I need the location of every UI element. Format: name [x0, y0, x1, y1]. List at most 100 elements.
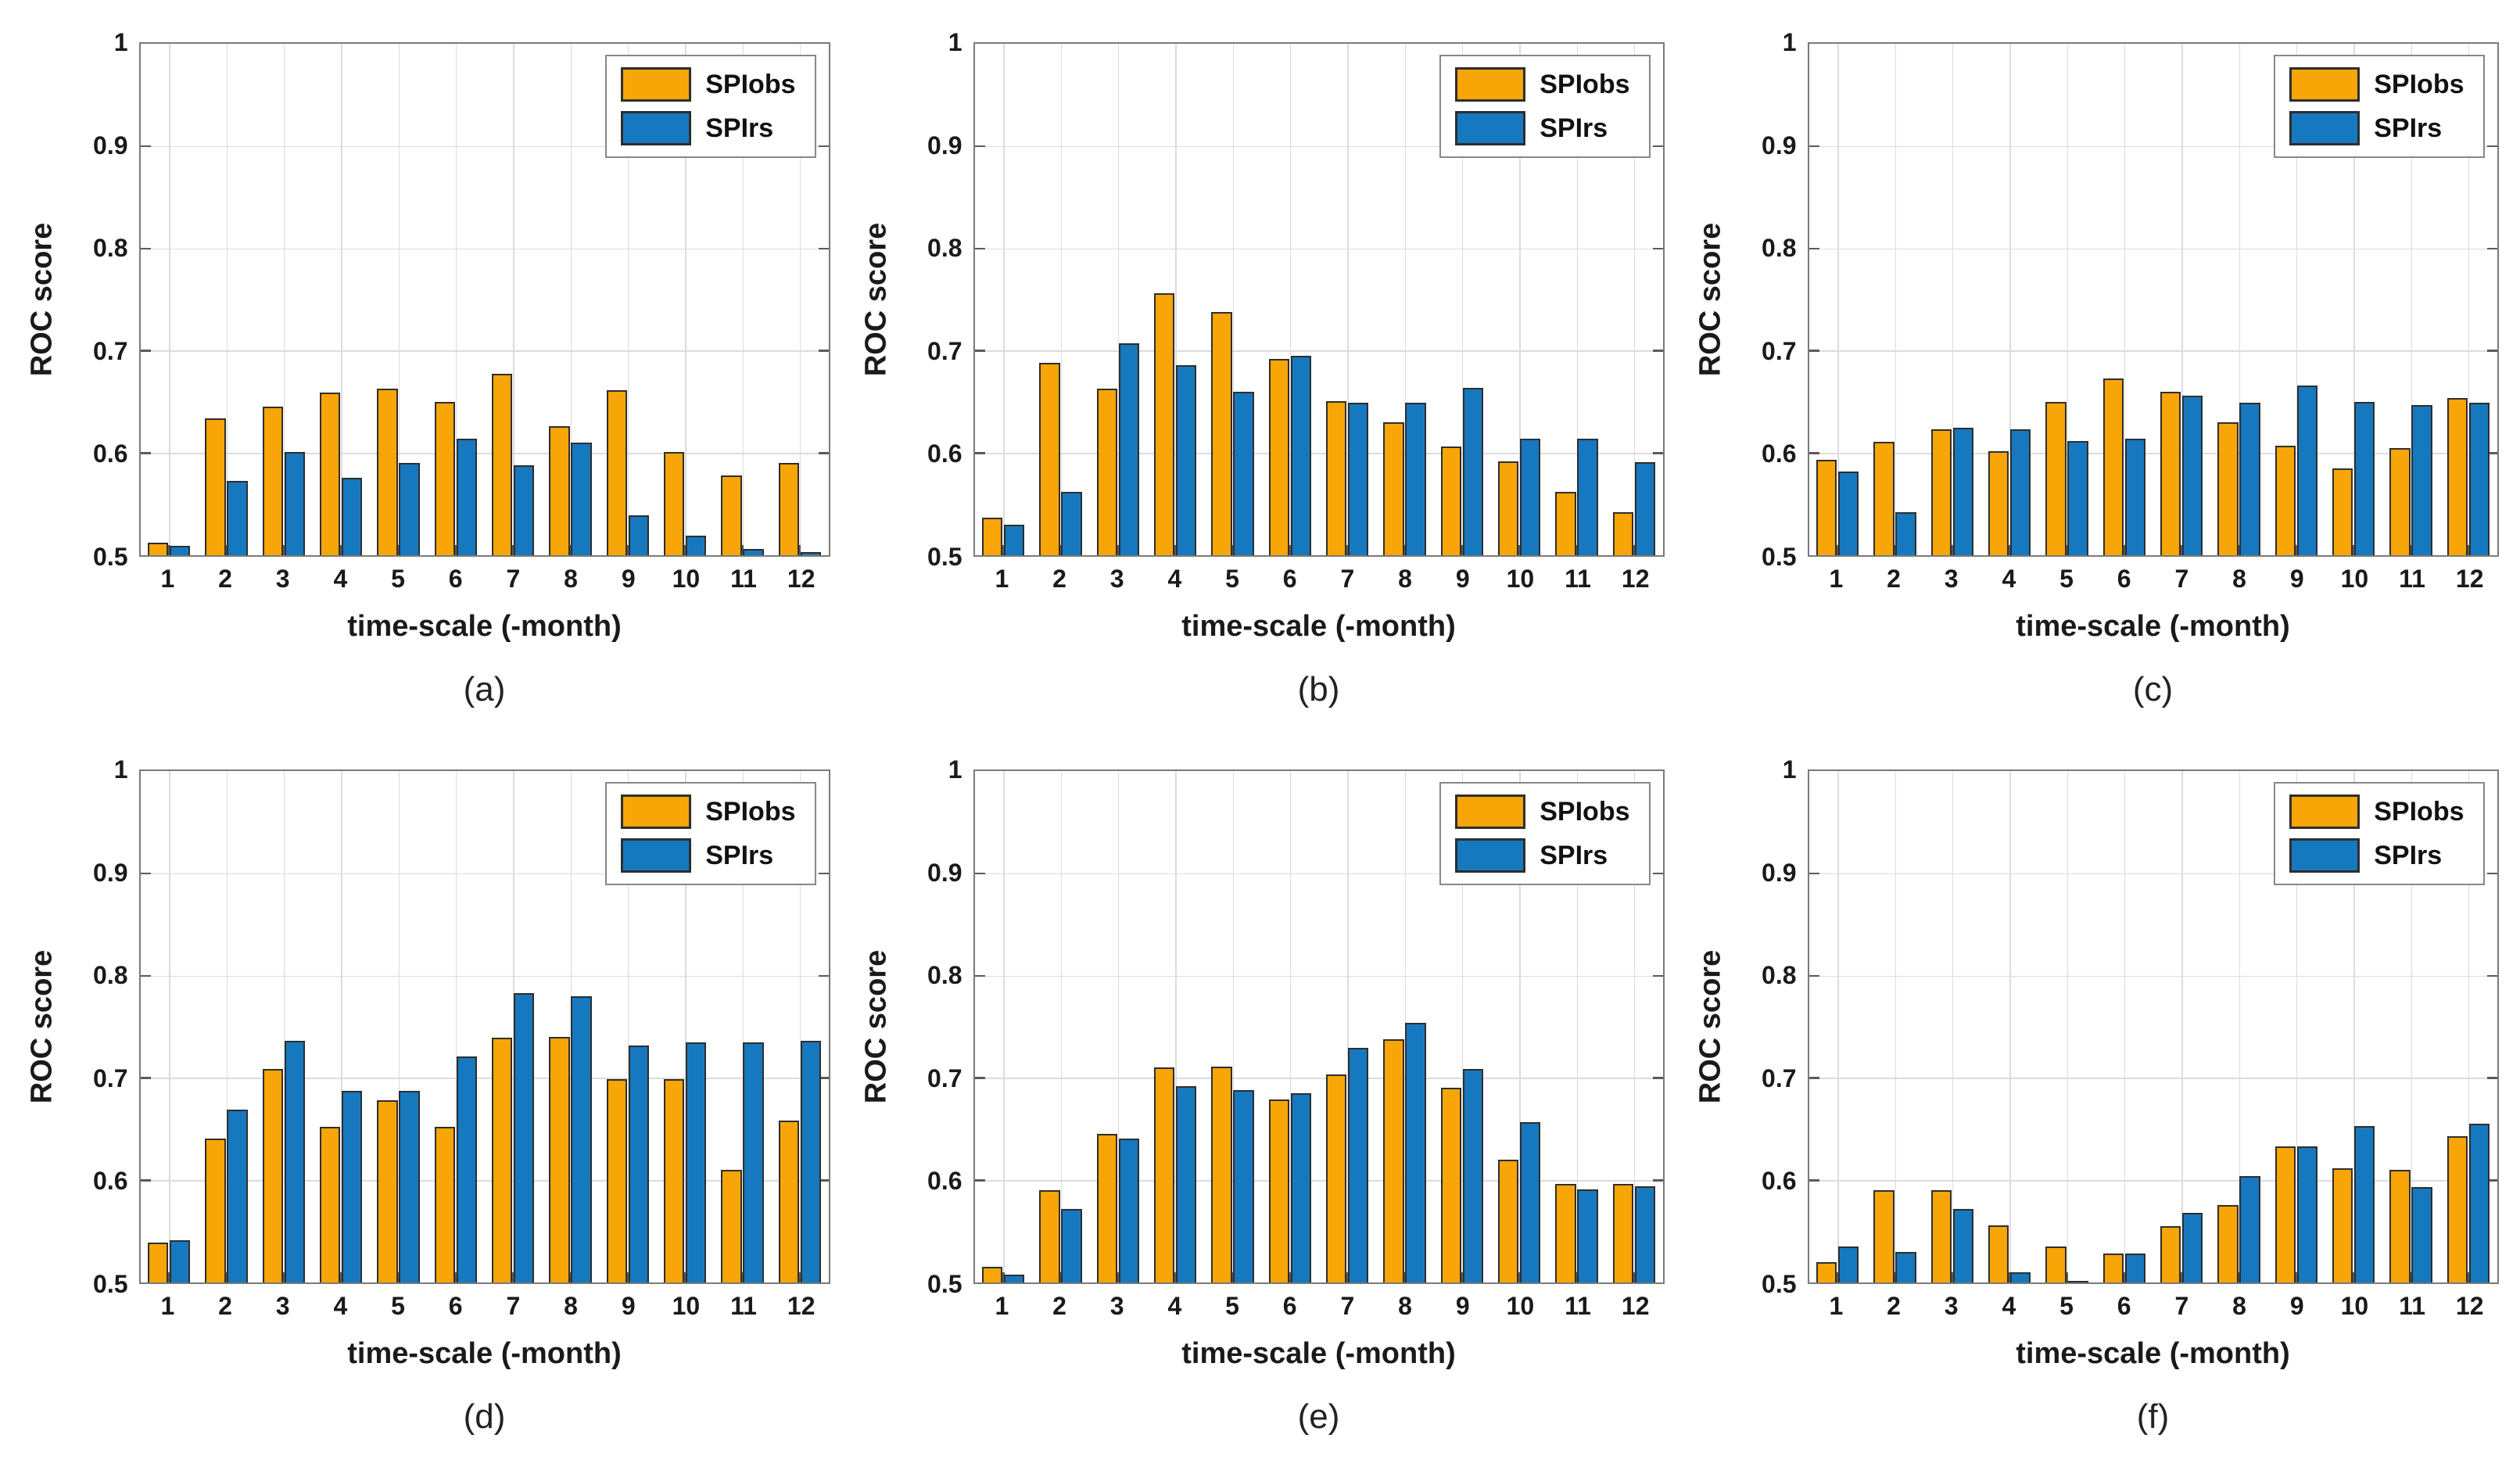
x-tick-mark: [168, 1272, 170, 1282]
x-tick-label: 2: [1887, 1292, 1901, 1320]
y-tick-label: 0.9: [1762, 131, 1797, 160]
legend-swatch-spiobs: [1455, 794, 1526, 829]
x-tick-mark: [282, 1272, 285, 1282]
x-tick-mark: [1174, 545, 1177, 555]
bar-spirs-month-8: [2239, 1175, 2260, 1282]
legend: SPIobs SPIrs: [2274, 55, 2485, 158]
y-tick-mark: [140, 974, 151, 977]
x-tick-mark: [1403, 545, 1406, 555]
v-gridline: [226, 44, 228, 555]
v-gridline: [2009, 44, 2011, 555]
h-gridline: [140, 975, 829, 977]
bar-spirs-month-5: [1233, 1090, 1254, 1282]
v-gridline: [1837, 44, 1839, 555]
v-gridline: [1633, 771, 1636, 1282]
bar-spirs-month-12: [1634, 1186, 1655, 1282]
bar-spirs-month-7: [1347, 1048, 1369, 1282]
legend: SPIobs SPIrs: [1439, 782, 1651, 885]
bar-spiobs-month-10: [1498, 461, 1519, 555]
bar-spiobs-month-5: [1211, 1067, 1232, 1282]
bar-spirs-month-1: [1837, 1246, 1859, 1282]
y-tick-mark: [818, 974, 829, 977]
bar-spirs-month-9: [1462, 1068, 1483, 1282]
x-tick-mark: [569, 1272, 572, 1282]
bar-spirs-month-5: [2067, 440, 2088, 555]
v-gridline: [1461, 44, 1464, 555]
h-gridline: [140, 145, 829, 148]
y-tick-label: 0.7: [927, 336, 962, 365]
x-tick-label: 2: [218, 1292, 232, 1320]
y-tick-label: 0.9: [1762, 858, 1797, 887]
subplot-c: ROC score 0.5 0.6 0.7 0.8 0.9 1 SPIobs SPIrs 1 2 3 4…: [1679, 8, 2509, 735]
bar-spiobs-month-2: [205, 418, 226, 555]
y-tick-label: 1: [948, 28, 962, 56]
x-tick-mark: [626, 545, 629, 555]
bar-spirs-month-2: [1061, 491, 1082, 555]
y-tick-label: 0.8: [927, 234, 962, 263]
x-tick-mark: [1894, 1272, 1896, 1282]
bar-spiobs-month-4: [1988, 1225, 2009, 1282]
x-axis-tick-labels: 1 2 3 4 5 6 7 8 9 10 11 12: [139, 1284, 830, 1334]
y-tick-mark: [1808, 1077, 1819, 1079]
legend-label-spirs: SPIrs: [2374, 113, 2443, 143]
x-tick-label: 3: [275, 1292, 290, 1320]
y-tick-label: 0.5: [93, 543, 128, 571]
x-axis-title: time-scale (-month): [2016, 1337, 2290, 1370]
y-tick-label: 0.9: [93, 131, 128, 160]
x-tick-mark: [2467, 545, 2470, 555]
bar-spiobs-month-10: [1498, 1160, 1519, 1282]
x-tick-label: 7: [506, 565, 521, 593]
v-gridline: [742, 44, 744, 555]
v-gridline: [1175, 771, 1177, 1282]
bar-spirs-month-3: [1952, 1208, 1973, 1282]
x-tick-mark: [1461, 1272, 1464, 1282]
y-tick-label: 0.7: [93, 1063, 128, 1092]
bar-spiobs-month-5: [1211, 311, 1232, 555]
x-tick-label: 1: [160, 1292, 175, 1320]
v-gridline: [1952, 44, 1954, 555]
subplot-e: ROC score 0.5 0.6 0.7 0.8 0.9 1 SPIobs SPIrs 1 2 3 4…: [845, 735, 1675, 1462]
v-gridline: [398, 44, 400, 555]
bar-spiobs-month-5: [2045, 1246, 2067, 1282]
y-tick-mark: [974, 872, 985, 875]
bar-spiobs-month-1: [148, 1243, 169, 1282]
bar-spirs-month-8: [571, 995, 592, 1282]
v-gridline: [2353, 771, 2355, 1282]
x-tick-label: 7: [1340, 1292, 1355, 1320]
v-gridline: [341, 771, 342, 1282]
y-axis-title: ROC score: [859, 949, 892, 1104]
x-tick-label: 9: [621, 565, 636, 593]
subplot-caption-c: (c): [2132, 670, 2174, 708]
x-tick-label: 8: [564, 1292, 578, 1320]
h-gridline: [140, 873, 829, 875]
v-gridline: [2411, 771, 2412, 1282]
x-tick-label: 11: [1565, 565, 1591, 593]
x-tick-label: 8: [2232, 565, 2246, 593]
v-gridline: [1232, 44, 1234, 555]
y-tick-label: 0.9: [927, 131, 962, 160]
subplot-caption-d: (d): [463, 1397, 506, 1436]
x-tick-label: 5: [1225, 565, 1239, 593]
bar-spiobs-month-1: [1816, 460, 1837, 555]
v-gridline: [2239, 771, 2240, 1282]
x-tick-mark: [798, 1272, 801, 1282]
h-gridline: [974, 350, 1663, 352]
y-tick-label: 1: [113, 755, 128, 784]
bar-spiobs-month-2: [1039, 363, 1060, 555]
x-axis-tick-labels: 1 2 3 4 5 6 7 8 9 10 11 12: [139, 557, 830, 607]
y-tick-label: 0.8: [93, 234, 128, 263]
legend-swatch-spirs: [621, 111, 692, 145]
bar-spirs-month-9: [1462, 387, 1483, 555]
x-tick-mark: [684, 1272, 686, 1282]
y-tick-mark: [140, 1179, 151, 1182]
bar-spiobs-month-6: [434, 401, 456, 555]
v-gridline: [2181, 771, 2183, 1282]
bar-spirs-month-5: [1233, 391, 1254, 555]
x-tick-mark: [168, 545, 170, 555]
x-tick-mark: [454, 545, 457, 555]
x-tick-label: 11: [1565, 1292, 1591, 1320]
x-tick-label: 7: [2174, 565, 2189, 593]
bar-spirs-month-2: [227, 480, 248, 555]
v-gridline: [283, 44, 285, 555]
y-tick-label: 0.6: [93, 439, 128, 468]
